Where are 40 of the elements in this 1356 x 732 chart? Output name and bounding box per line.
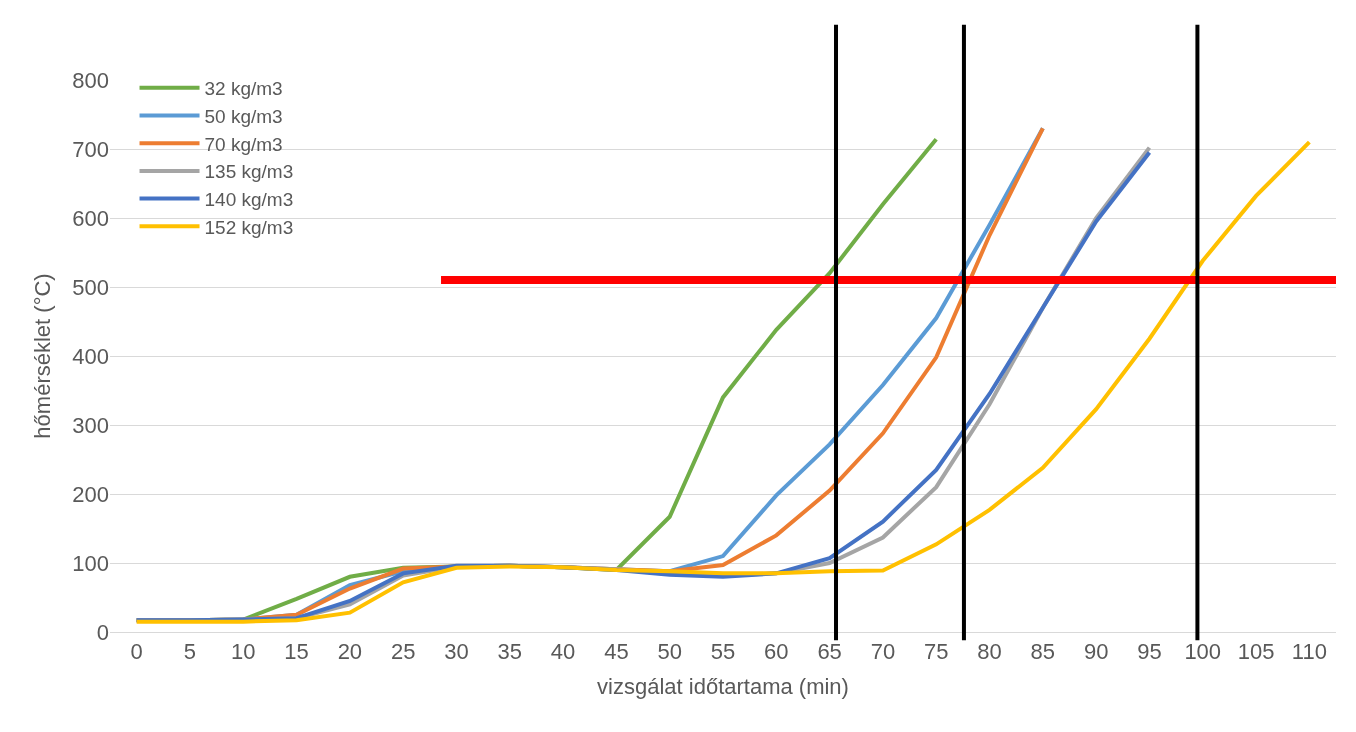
legend-label: 152 kg/m3 bbox=[204, 216, 294, 238]
y-tick-label: 0 bbox=[96, 619, 109, 645]
x-tick-label: 0 bbox=[130, 639, 143, 665]
x-tick-label: 110 bbox=[1291, 639, 1327, 665]
x-tick-label: 40 bbox=[550, 639, 576, 665]
legend-label: 140 kg/m3 bbox=[204, 189, 294, 211]
x-tick-label: 25 bbox=[390, 639, 416, 665]
x-tick-label: 95 bbox=[1137, 639, 1162, 665]
x-tick-label: 90 bbox=[1083, 639, 1109, 665]
y-tick-label: 500 bbox=[72, 274, 109, 300]
x-tick-label: 75 bbox=[923, 639, 949, 665]
x-tick-label: 65 bbox=[817, 639, 842, 665]
y-axis-title: hőmérséklet (°C) bbox=[30, 273, 56, 439]
x-axis-title: vizsgálat időtartama (min) bbox=[597, 674, 849, 700]
y-tick-label: 400 bbox=[72, 343, 109, 369]
y-tick-label: 800 bbox=[72, 67, 109, 93]
x-tick-label: 30 bbox=[444, 639, 469, 665]
y-tick-label: 200 bbox=[72, 481, 109, 507]
y-tick-label: 700 bbox=[72, 136, 109, 162]
x-tick-label: 35 bbox=[497, 639, 523, 665]
y-tick-label: 300 bbox=[72, 412, 109, 438]
x-tick-label: 60 bbox=[764, 639, 789, 665]
legend-label: 50 kg/m3 bbox=[204, 105, 283, 127]
legend-label: 135 kg/m3 bbox=[204, 161, 294, 183]
x-tick-label: 70 bbox=[870, 639, 896, 665]
y-tick-label: 100 bbox=[72, 550, 109, 576]
x-tick-label: 15 bbox=[284, 639, 309, 665]
x-tick-label: 80 bbox=[977, 639, 1002, 665]
y-tick-label: 600 bbox=[72, 205, 109, 231]
x-tick-label: 10 bbox=[231, 639, 256, 665]
legend-label: 32 kg/m3 bbox=[204, 78, 283, 100]
x-tick-label: 50 bbox=[657, 639, 682, 665]
x-tick-label: 20 bbox=[337, 639, 363, 665]
x-tick-label: 5 bbox=[183, 639, 197, 665]
x-tick-label: 45 bbox=[604, 639, 629, 665]
x-tick-label: 105 bbox=[1237, 639, 1275, 665]
legend-label: 70 kg/m3 bbox=[204, 133, 283, 155]
x-tick-label: 100 bbox=[1184, 639, 1222, 665]
x-tick-label: 85 bbox=[1030, 639, 1056, 665]
x-tick-label: 55 bbox=[710, 639, 736, 665]
